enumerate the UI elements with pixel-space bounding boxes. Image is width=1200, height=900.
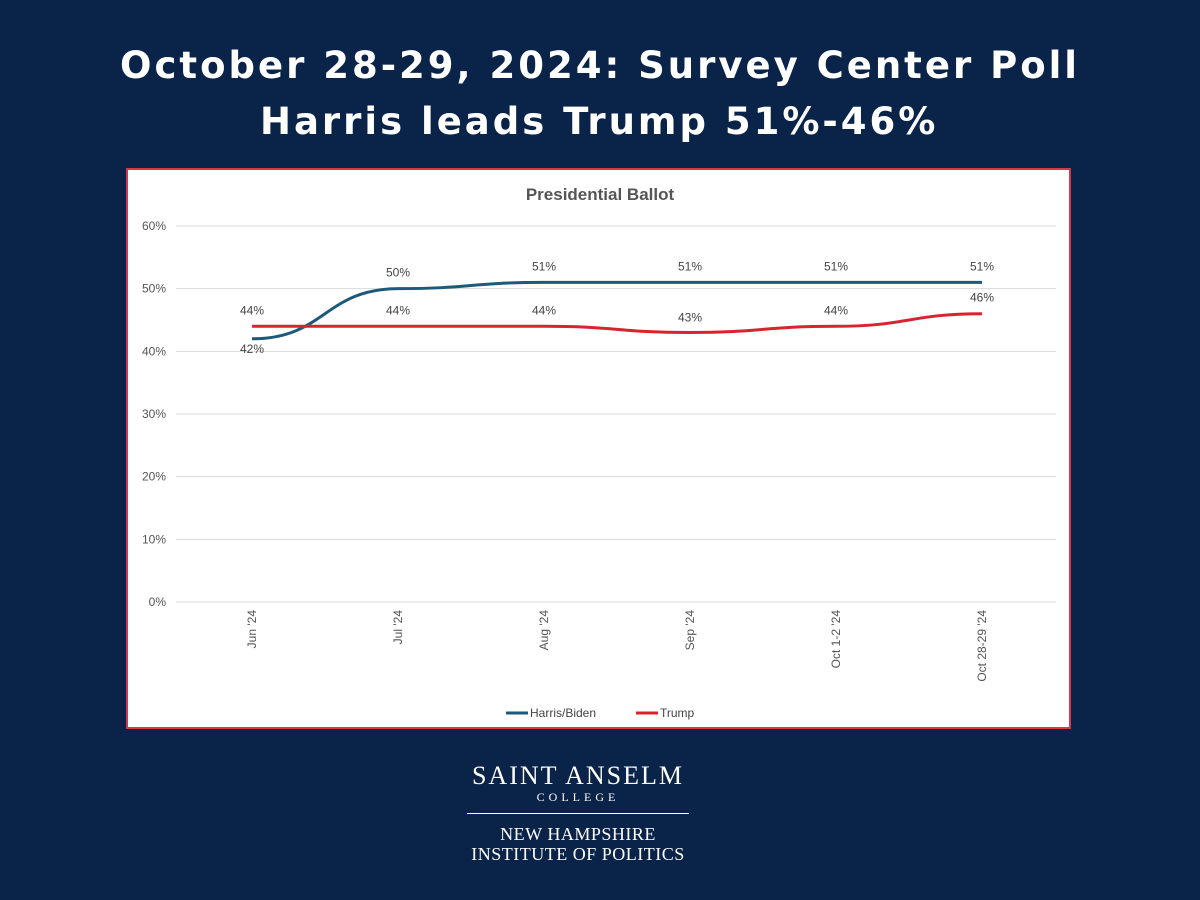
data-label: 44% <box>532 303 556 317</box>
x-tick-label: Aug '24 <box>537 610 551 651</box>
data-label: 43% <box>678 311 702 325</box>
headline-line-1: October 28-29, 2024: Survey Center Poll <box>120 44 1080 87</box>
x-tick-label: Oct 1-2 '24 <box>829 610 843 669</box>
data-label: 46% <box>970 291 994 305</box>
y-tick-label: 40% <box>142 344 166 358</box>
data-label: 51% <box>532 259 556 273</box>
data-label: 51% <box>678 259 702 273</box>
y-tick-label: 60% <box>142 219 166 233</box>
line-chart: Presidential Ballot 0% 10% 20% 30% 40% 50% 60%… <box>142 185 1056 720</box>
series-line-harris-biden <box>251 280 982 341</box>
legend-label: Harris/Biden <box>530 706 596 720</box>
y-tick-label: 10% <box>142 532 166 546</box>
x-tick-label: Sep '24 <box>683 610 697 651</box>
headline-line-2: Harris leads Trump 51%-46% <box>260 100 939 143</box>
college-subtitle: COLLEGE <box>536 790 620 804</box>
data-label: 51% <box>970 259 994 273</box>
chart-panel: Presidential Ballot 0% 10% 20% 30% 40% 50% 60%… <box>126 168 1071 729</box>
data-label: 44% <box>386 303 410 317</box>
y-tick-label: 30% <box>142 407 166 421</box>
x-tick-label: Jun '24 <box>245 610 259 649</box>
data-label: 44% <box>824 303 848 317</box>
data-label: 50% <box>386 266 410 280</box>
institute-line-2: INSTITUTE OF POLITICS <box>471 844 685 864</box>
college-name: SAINT ANSELM <box>471 761 685 790</box>
chart-title: Presidential Ballot <box>526 185 675 204</box>
y-tick-label: 50% <box>142 282 166 296</box>
data-label: 44% <box>240 303 264 317</box>
legend-label: Trump <box>660 706 695 720</box>
logo-divider <box>467 813 689 814</box>
college-logo: SAINT ANSELM COLLEGE NEW HAMPSHIRE INSTI… <box>420 762 736 864</box>
y-tick-label: 20% <box>142 470 166 484</box>
data-label: 51% <box>824 259 848 273</box>
y-tick-label: 0% <box>149 595 167 609</box>
x-tick-label: Oct 28-29 '24 <box>975 610 989 682</box>
institute-line-1: NEW HAMPSHIRE <box>500 824 656 844</box>
data-label: 42% <box>240 342 264 356</box>
series-line-trump <box>252 312 983 335</box>
x-tick-label: Jul '24 <box>391 610 405 645</box>
